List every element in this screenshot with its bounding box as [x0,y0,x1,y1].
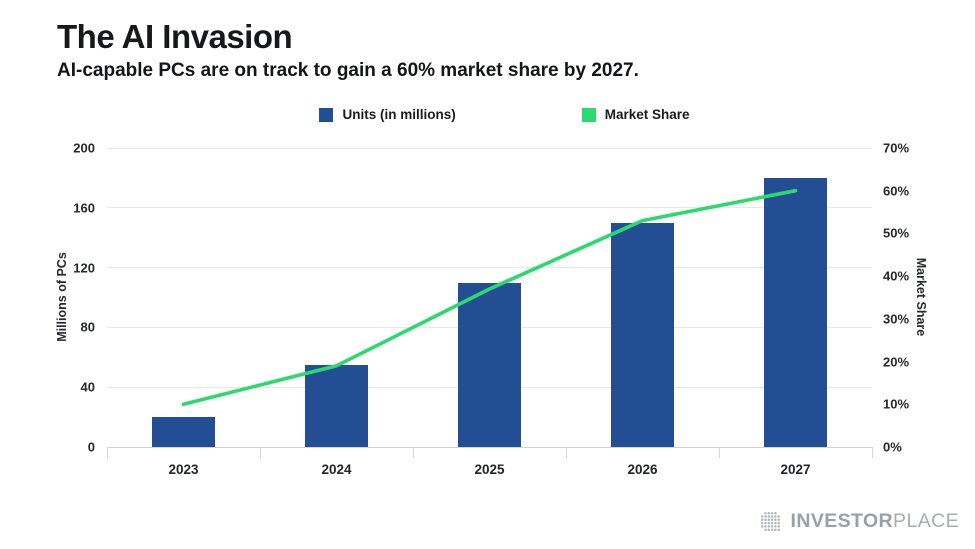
investorplace-globe-icon [760,511,780,531]
right-axis-tick-label: 30% [883,311,910,327]
x-axis-tick [566,447,567,458]
brand-text-place: PLACE [893,510,959,532]
market-share-line [181,188,798,407]
x-axis-label-2027: 2027 [780,462,811,477]
left-axis-tick-label: 0 [87,439,95,455]
x-axis-label-2025: 2025 [474,462,505,477]
x-axis-tick [107,447,108,458]
x-axis-label-2024: 2024 [321,462,352,477]
investorplace-logo: INVESTORPLACE [757,508,959,535]
chart-legend: Units (in millions) Market Share [17,107,975,122]
legend-label-market-share: Market Share [604,107,690,122]
bar-2027 [764,177,827,447]
page-title: The AI Invasion [57,18,293,55]
right-axis-tick-label: 50% [883,225,910,241]
chart-subtitle: AI-capable PCs are on track to gain a 60… [57,60,639,81]
gridline [107,147,872,149]
legend-item-units: Units (in millions) [319,107,456,122]
gridline [107,207,872,209]
legend-label-units: Units (in millions) [342,107,456,122]
bar-2025 [458,282,521,447]
market-share-legend-swatch-icon [581,107,596,122]
right-axis-tick-label: 40% [883,268,910,284]
x-axis-tick [260,447,261,458]
brand-text: INVESTORPLACE [791,510,959,533]
x-axis-tick [719,447,720,458]
x-axis-tick [413,447,414,458]
left-axis-tick-label: 40 [80,379,95,395]
bar-2026 [611,222,674,447]
x-axis-label-2023: 2023 [168,462,199,477]
bar-2023 [152,417,215,447]
right-axis-tick-label: 70% [883,140,910,156]
right-axis-tick-label: 20% [883,354,910,370]
gridline [107,446,872,448]
left-axis-tick-label: 160 [73,200,95,216]
plot-area [107,147,872,448]
x-axis-label-2026: 2026 [627,462,658,477]
right-axis-tick-label: 0% [883,439,902,455]
units-legend-swatch-icon [319,107,334,122]
right-axis-tick-label: 60% [883,183,910,199]
gridline [107,267,872,269]
brand-text-investor: INVESTOR [790,510,894,532]
bar-2024 [305,364,368,447]
x-axis-tick [872,447,873,458]
left-axis-tick-label: 120 [73,260,95,276]
right-axis-tick-label: 10% [883,396,910,412]
left-axis-tick-label: 200 [73,140,95,156]
legend-item-market-share: Market Share [581,107,690,122]
right-axis-title: Market Share [914,257,928,337]
left-axis-tick-label: 80 [80,319,95,335]
